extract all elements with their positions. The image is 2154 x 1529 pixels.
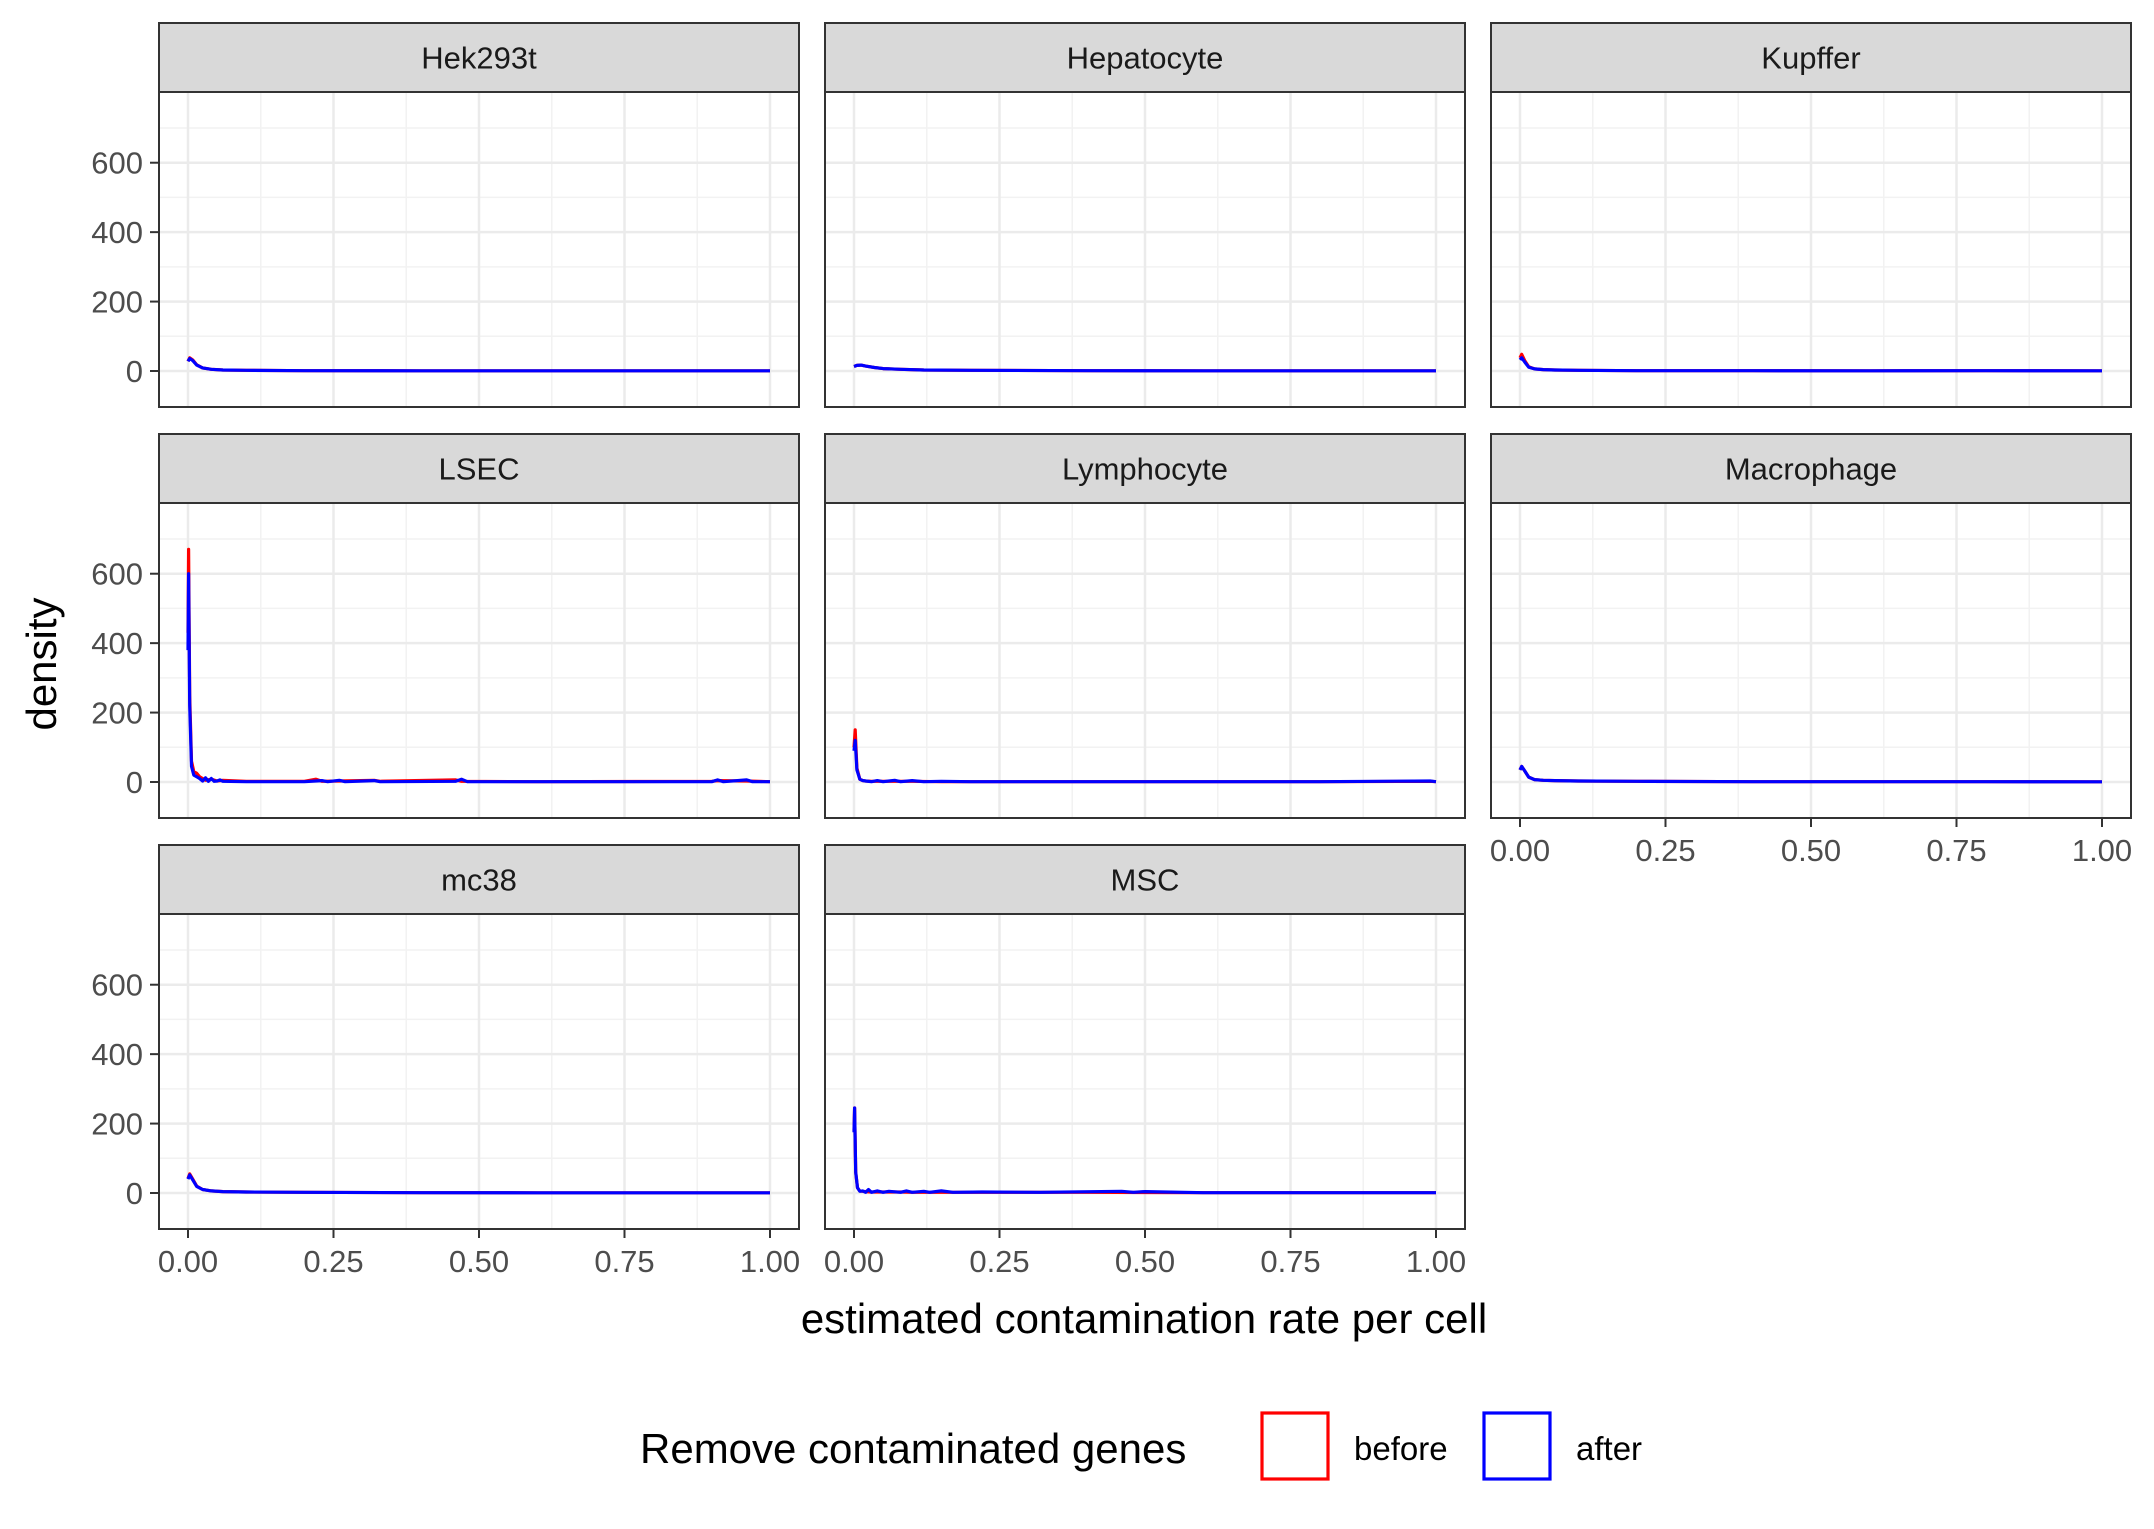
panel-border [158,502,800,819]
x-tick-label: 0.25 [969,1244,1029,1279]
x-tick-label: 0.00 [158,1244,218,1279]
panel-border [158,91,800,408]
panel-border [824,502,1466,819]
facet-strip [824,433,1466,504]
facet-panel: Macrophage 0.00 0.25 0.50 0.75 1.00 [1490,433,2132,868]
legend-title: Remove contaminated genes [640,1425,1186,1472]
facet-panel: Hepatocyte [824,22,1466,408]
panel-border [1490,91,2132,408]
facet-strip [1490,22,2132,93]
legend-label-after: after [1576,1430,1642,1467]
series-line-after [186,356,770,373]
facet-panel: Hek293t 0 200 400 600 [91,22,800,408]
y-tick-label: 600 [91,557,143,592]
legend-key-after [1482,1411,1552,1481]
facet-strip [1490,433,2132,504]
y-tick-label: 600 [91,146,143,181]
series-line-after [186,572,770,784]
facet-strip-label: Lymphocyte [1062,452,1228,487]
y-tick-label: 400 [91,626,143,661]
facet-panel: mc38 0 200 400 600 0.00 0.25 0.50 0.75 1.00 [91,844,800,1279]
facet-panel: Lymphocyte [824,433,1466,819]
y-tick-label: 200 [91,285,143,320]
facet-strip [158,433,800,504]
facet-strip-label: Kupffer [1761,41,1860,76]
facet-strip-label: Hek293t [421,41,537,76]
legend: Remove contaminated genes before after [640,1411,1642,1481]
facet-strip-label: mc38 [441,863,517,898]
y-tick-label: 0 [126,354,143,389]
facet-panel: LSEC 0 200 400 600 [91,433,800,819]
legend-label-before: before [1354,1430,1448,1467]
facet-strip-label: MSC [1111,863,1180,898]
y-tick-label: 400 [91,215,143,250]
x-tick-label: 0.75 [1260,1244,1320,1279]
facet-strip [824,844,1466,915]
series-line-after [852,738,1437,784]
facet-strip [158,22,800,93]
y-tick-label: 0 [126,765,143,800]
x-tick-label: 1.00 [740,1244,800,1279]
facet-panels: Hek293t 0 200 400 600 Hepatocyte Kupffer LSEC 0 2… [91,22,2132,1279]
x-axis-title: estimated contamination rate per cell [801,1295,1487,1342]
x-tick-label: 0.25 [1635,833,1695,868]
facet-panel: MSC 0.00 0.25 0.50 0.75 1.00 [824,844,1466,1279]
facet-panel: Kupffer [1490,22,2132,408]
series-line-after [853,363,1436,373]
y-axis-title: density [18,597,65,730]
series-line-after [1518,356,2103,373]
x-tick-label: 0.50 [449,1244,509,1279]
y-tick-label: 200 [91,696,143,731]
y-tick-label: 600 [91,968,143,1003]
y-tick-label: 200 [91,1107,143,1142]
series-line-after [1518,764,2103,784]
facet-strip [824,22,1466,93]
series-line-after [186,1173,770,1195]
panel-border [824,91,1466,408]
x-tick-label: 1.00 [1406,1244,1466,1279]
series-line-after [852,1106,1436,1195]
facet-strip-label: Hepatocyte [1067,41,1224,76]
facet-strip-label: Macrophage [1725,452,1897,487]
y-tick-label: 400 [91,1037,143,1072]
x-tick-label: 0.25 [303,1244,363,1279]
x-tick-label: 1.00 [2072,833,2132,868]
x-tick-label: 0.00 [824,1244,884,1279]
x-tick-label: 0.50 [1115,1244,1175,1279]
x-tick-label: 0.75 [594,1244,654,1279]
legend-key-before [1260,1411,1330,1481]
facet-strip-label: LSEC [439,452,520,487]
x-tick-label: 0.00 [1490,833,1550,868]
facet-strip [158,844,800,915]
x-tick-label: 0.75 [1926,833,1986,868]
x-tick-label: 0.50 [1781,833,1841,868]
y-tick-label: 0 [126,1176,143,1211]
